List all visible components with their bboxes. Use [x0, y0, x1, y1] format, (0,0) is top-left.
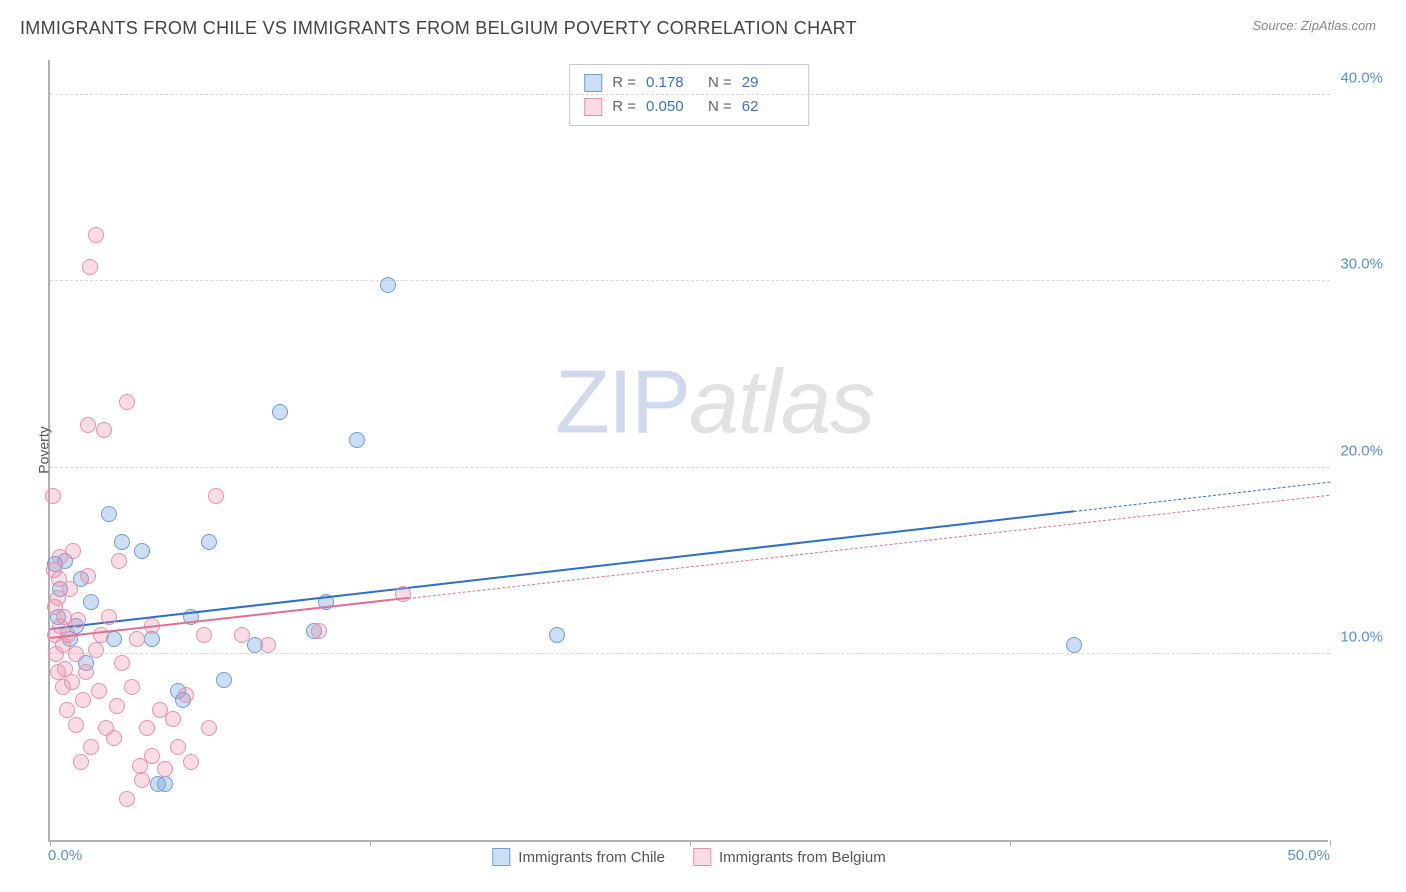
data-point [129, 631, 145, 647]
data-point [380, 277, 396, 293]
trend-line [1074, 482, 1330, 512]
data-point [73, 754, 89, 770]
watermark: ZIPatlas [555, 352, 874, 455]
data-point [101, 609, 117, 625]
data-point [88, 642, 104, 658]
data-point [83, 739, 99, 755]
data-point [201, 720, 217, 736]
data-point [549, 627, 565, 643]
data-point [68, 646, 84, 662]
data-point [349, 432, 365, 448]
data-point [83, 594, 99, 610]
data-point [101, 506, 117, 522]
data-point [45, 488, 61, 504]
data-point [65, 543, 81, 559]
data-point [124, 679, 140, 695]
swatch-chile-icon [492, 848, 510, 866]
data-point [88, 227, 104, 243]
data-point [216, 672, 232, 688]
gridline [50, 467, 1330, 468]
data-point [96, 422, 112, 438]
legend-row-belgium: R = 0.050 N = 62 [584, 95, 794, 119]
data-point [311, 623, 327, 639]
legend-row-chile: R = 0.178 N = 29 [584, 71, 794, 95]
plot-region: Poverty ZIPatlas R = 0.178 N = 29 R = 0.… [48, 60, 1328, 842]
swatch-belgium-icon [693, 848, 711, 866]
data-point [106, 730, 122, 746]
data-point [1066, 637, 1082, 653]
x-tick [370, 840, 371, 846]
data-point [196, 627, 212, 643]
chart-area: Poverty ZIPatlas R = 0.178 N = 29 R = 0.… [48, 60, 1368, 842]
data-point [144, 748, 160, 764]
data-point [78, 664, 94, 680]
y-tick-label: 10.0% [1340, 628, 1383, 645]
data-point [70, 612, 86, 628]
gridline [50, 653, 1330, 654]
data-point [119, 791, 135, 807]
swatch-chile [584, 74, 602, 92]
x-tick [690, 840, 691, 846]
trend-line [408, 495, 1330, 599]
x-tick [1330, 840, 1331, 846]
trend-line [50, 510, 1074, 630]
data-point [178, 687, 194, 703]
data-point [68, 717, 84, 733]
swatch-belgium [584, 98, 602, 116]
data-point [201, 534, 217, 550]
y-tick-label: 40.0% [1340, 70, 1383, 87]
gridline [50, 94, 1330, 95]
data-point [82, 259, 98, 275]
data-point [183, 754, 199, 770]
data-point [114, 655, 130, 671]
data-point [109, 698, 125, 714]
data-point [157, 776, 173, 792]
x-tick [1010, 840, 1011, 846]
source-label: Source: ZipAtlas.com [1252, 18, 1376, 33]
data-point [260, 637, 276, 653]
data-point [75, 692, 91, 708]
data-point [62, 581, 78, 597]
data-point [157, 761, 173, 777]
data-point [139, 720, 155, 736]
data-point [234, 627, 250, 643]
gridline [50, 280, 1330, 281]
data-point [80, 417, 96, 433]
data-point [134, 772, 150, 788]
data-point [64, 674, 80, 690]
x-tick-label: 50.0% [1287, 847, 1330, 864]
legend-item-chile: Immigrants from Chile [492, 848, 665, 866]
data-point [114, 534, 130, 550]
data-point [111, 553, 127, 569]
data-point [80, 568, 96, 584]
chart-title: IMMIGRANTS FROM CHILE VS IMMIGRANTS FROM… [20, 18, 857, 39]
x-tick-label: 0.0% [48, 847, 82, 864]
legend-item-belgium: Immigrants from Belgium [693, 848, 886, 866]
data-point [91, 683, 107, 699]
data-point [208, 488, 224, 504]
data-point [165, 711, 181, 727]
x-tick [50, 840, 51, 846]
y-tick-label: 30.0% [1340, 256, 1383, 273]
series-legend: Immigrants from Chile Immigrants from Be… [492, 848, 885, 866]
y-tick-label: 20.0% [1340, 442, 1383, 459]
data-point [134, 543, 150, 559]
data-point [59, 702, 75, 718]
data-point [272, 404, 288, 420]
data-point [119, 394, 135, 410]
data-point [170, 739, 186, 755]
